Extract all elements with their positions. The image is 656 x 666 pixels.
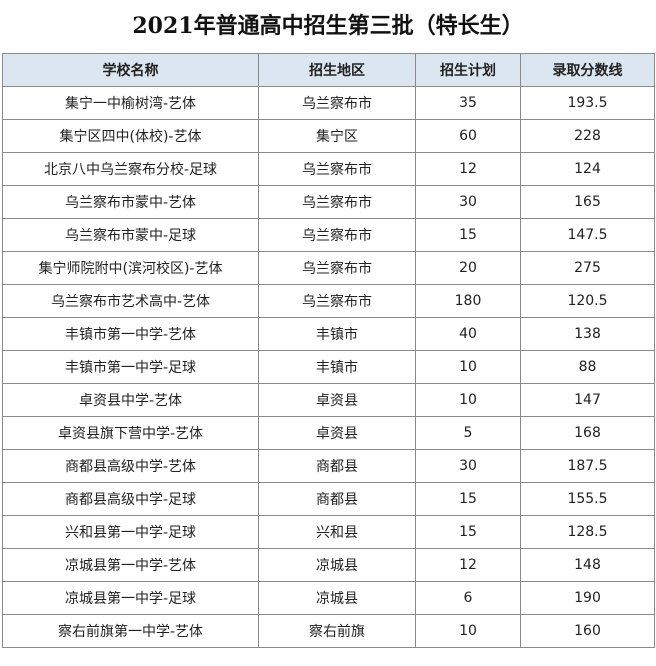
table-cell: 兴和县第一中学-足球 [2,515,259,549]
table-cell: 商都县高级中学-艺体 [2,449,259,483]
table-cell: 商都县高级中学-足球 [2,482,259,516]
table-cell: 12 [415,152,521,186]
table-cell: 丰镇市第一中学-艺体 [2,317,259,351]
table-cell: 卓资县 [258,416,416,450]
table-cell: 乌兰察布市蒙中-艺体 [2,185,259,219]
table-cell: 乌兰察布市 [258,284,416,318]
table-cell: 卓资县旗下营中学-艺体 [2,416,259,450]
table-row: 丰镇市第一中学-足球 丰镇市 10 88 [2,350,655,384]
table-cell: 165 [520,185,655,219]
table-cell: 乌兰察布市 [258,185,416,219]
table-cell: 集宁区四中(体校)-艺体 [2,119,259,153]
table-cell: 北京八中乌兰察布分校-足球 [2,152,259,186]
table-cell: 275 [520,251,655,285]
table-cell: 乌兰察布市 [258,152,416,186]
table-cell: 148 [520,548,655,582]
table-cell: 卓资县中学-艺体 [2,383,259,417]
table-cell: 190 [520,581,655,615]
table-cell: 180 [415,284,521,318]
table-cell: 168 [520,416,655,450]
table-row: 兴和县第一中学-足球 兴和县 15 128.5 [2,515,655,549]
table-row: 商都县高级中学-艺体 商都县 30 187.5 [2,449,655,483]
table-cell: 丰镇市 [258,350,416,384]
header-cell: 学校名称 [2,53,259,87]
table-cell: 凉城县 [258,548,416,582]
table-row: 乌兰察布市蒙中-艺体 乌兰察布市 30 165 [2,185,655,219]
table-cell: 155.5 [520,482,655,516]
table-cell: 15 [415,482,521,516]
table-cell: 12 [415,548,521,582]
table-cell: 5 [415,416,521,450]
table-row: 商都县高级中学-足球 商都县 15 155.5 [2,482,655,516]
table-row: 集宁师院附中(滨河校区)-艺体 乌兰察布市 20 275 [2,251,655,285]
table-cell: 兴和县 [258,515,416,549]
table-cell: 40 [415,317,521,351]
table-cell: 乌兰察布市蒙中-足球 [2,218,259,252]
table-row: 凉城县第一中学-足球 凉城县 6 190 [2,581,655,615]
table-cell: 丰镇市第一中学-足球 [2,350,259,384]
table-row: 乌兰察布市艺术高中-艺体 乌兰察布市 180 120.5 [2,284,655,318]
table-row: 凉城县第一中学-艺体 凉城县 12 148 [2,548,655,582]
table-cell: 10 [415,383,521,417]
table-cell: 丰镇市 [258,317,416,351]
title: 2021年普通高中招生第三批（特长生） [132,13,524,39]
table-row: 察右前旗第一中学-艺体 察右前旗 10 160 [2,614,655,648]
header-cell: 录取分数线 [520,53,655,87]
table-body: 集宁一中榆树湾-艺体 乌兰察布市 35 193.5 集宁区四中(体校)-艺体 集宁区 60 2… [2,86,655,648]
table-cell: 15 [415,218,521,252]
table-cell: 凉城县 [258,581,416,615]
table-cell: 15 [415,515,521,549]
table-row: 集宁区四中(体校)-艺体 集宁区 60 228 [2,119,655,153]
table-cell: 乌兰察布市 [258,86,416,120]
table-cell: 120.5 [520,284,655,318]
table-cell: 察右前旗第一中学-艺体 [2,614,259,648]
table-cell: 30 [415,185,521,219]
table-row: 乌兰察布市蒙中-足球 乌兰察布市 15 147.5 [2,218,655,252]
table-cell: 乌兰察布市 [258,251,416,285]
table-cell: 228 [520,119,655,153]
table-cell: 集宁师院附中(滨河校区)-艺体 [2,251,259,285]
header-cell: 招生地区 [258,53,416,87]
table-cell: 147 [520,383,655,417]
table-row: 集宁一中榆树湾-艺体 乌兰察布市 35 193.5 [2,86,655,120]
table-cell: 察右前旗 [258,614,416,648]
table-cell: 128.5 [520,515,655,549]
header-row: 学校名称 招生地区 招生计划 录取分数线 [2,53,655,87]
table-cell: 商都县 [258,482,416,516]
table-row: 卓资县旗下营中学-艺体 卓资县 5 168 [2,416,655,450]
table-row: 卓资县中学-艺体 卓资县 10 147 [2,383,655,417]
table: 学校名称 招生地区 招生计划 录取分数线 集宁一中榆树湾-艺体 乌兰察布市 35 193.5… [2,53,655,648]
table-cell: 卓资县 [258,383,416,417]
header-cell: 招生计划 [415,53,521,87]
table-cell: 193.5 [520,86,655,120]
table-cell: 124 [520,152,655,186]
table-row: 北京八中乌兰察布分校-足球 乌兰察布市 12 124 [2,152,655,186]
table-cell: 集宁区 [258,119,416,153]
table-cell: 10 [415,350,521,384]
table-cell: 147.5 [520,218,655,252]
table-cell: 10 [415,614,521,648]
table-cell: 138 [520,317,655,351]
table-row: 丰镇市第一中学-艺体 丰镇市 40 138 [2,317,655,351]
table-cell: 35 [415,86,521,120]
table-cell: 187.5 [520,449,655,483]
table-cell: 30 [415,449,521,483]
table-cell: 20 [415,251,521,285]
table-cell: 商都县 [258,449,416,483]
table-cell: 6 [415,581,521,615]
table-cell: 凉城县第一中学-艺体 [2,548,259,582]
table-cell: 88 [520,350,655,384]
table-cell: 60 [415,119,521,153]
table-cell: 160 [520,614,655,648]
table-cell: 集宁一中榆树湾-艺体 [2,86,259,120]
table-cell: 乌兰察布市艺术高中-艺体 [2,284,259,318]
table-cell: 乌兰察布市 [258,218,416,252]
table-cell: 凉城县第一中学-足球 [2,581,259,615]
